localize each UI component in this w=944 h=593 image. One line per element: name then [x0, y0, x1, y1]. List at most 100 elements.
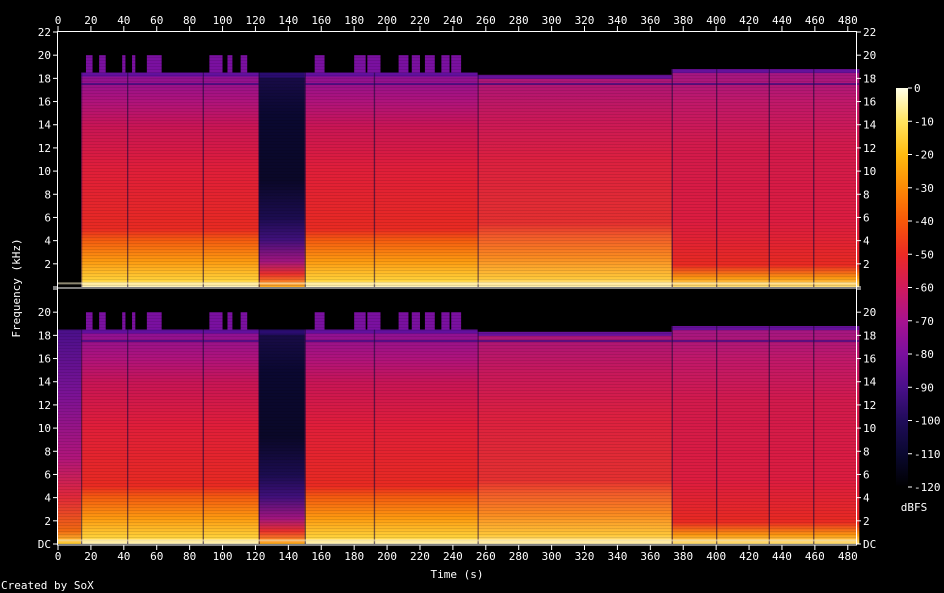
x-tick-label-top: 100 — [213, 14, 233, 27]
y-tick-label-right: 4 — [863, 235, 870, 248]
colorbar-gradient — [896, 88, 908, 487]
x-axis-label: Time (s) — [431, 568, 484, 581]
colorbar-tick-label: -30 — [914, 182, 934, 195]
x-tick-label-bottom: 0 — [55, 550, 62, 563]
y-tick-label-right: 20 — [863, 306, 876, 319]
colorbar: 0 -10 -20 -30 -40 -50 -60 -70 -80 -90 -100 -110 -120… — [896, 82, 941, 514]
x-tick-label-bottom: 200 — [377, 550, 397, 563]
x-tick-label-top: 40 — [117, 14, 130, 27]
y-tick-label-left: 6 — [44, 211, 51, 224]
y-tick-label-left: 4 — [44, 235, 51, 248]
y-tick-label-left: 4 — [44, 492, 51, 505]
x-tick-label-bottom: 60 — [150, 550, 163, 563]
y-tick-label-left: 22 — [38, 26, 51, 39]
x-tick-label-top: 320 — [575, 14, 595, 27]
x-tick-label-top: 240 — [443, 14, 463, 27]
x-tick-label-bottom: 300 — [542, 550, 562, 563]
x-tick-label-top: 120 — [246, 14, 266, 27]
y-tick-label-right: 14 — [863, 119, 877, 132]
y-tick-label-right: DC — [863, 538, 876, 551]
y-tick-label-left: 2 — [44, 258, 51, 271]
axes: 0 20 40 60 80 100 120 140 160 180 200 220 240 260 280 3… — [38, 14, 877, 563]
y-tick-label-right: 4 — [863, 492, 870, 505]
x-tick-label-bottom: 320 — [575, 550, 595, 563]
frame-border — [57, 31, 857, 546]
x-tick-label-top: 60 — [150, 14, 163, 27]
y-tick-label-left: 8 — [44, 445, 51, 458]
x-tick-label-bottom: 340 — [607, 550, 627, 563]
x-tick-label-top: 460 — [805, 14, 825, 27]
channel-1-panel — [58, 32, 860, 288]
y-tick-label-left: 14 — [38, 119, 52, 132]
y-tick-label-right: 16 — [863, 96, 876, 109]
x-tick-label-top: 160 — [311, 14, 331, 27]
y-tick-label-right: 2 — [863, 258, 870, 271]
colorbar-tick-label: -40 — [914, 215, 934, 228]
y-tick-label-right: 8 — [863, 445, 870, 458]
y-tick-label-left: 10 — [38, 165, 51, 178]
y-tick-label-right: 16 — [863, 353, 876, 366]
x-tick-label-bottom: 420 — [739, 550, 759, 563]
x-tick-label-top: 360 — [640, 14, 660, 27]
colorbar-tick-label: -80 — [914, 348, 934, 361]
x-tick-label-top: 0 — [55, 14, 62, 27]
x-tick-label-bottom: 380 — [673, 550, 693, 563]
y-tick-label-right: 18 — [863, 72, 876, 85]
x-tick-label-bottom: 180 — [344, 550, 364, 563]
y-tick-label-left: 10 — [38, 422, 51, 435]
x-tick-label-top: 440 — [772, 14, 792, 27]
texture-overlay — [58, 289, 856, 544]
x-tick-label-top: 400 — [706, 14, 726, 27]
plot-frame — [57, 31, 857, 546]
y-tick-label-left: 2 — [44, 515, 51, 528]
y-tick-label-right: 6 — [863, 211, 870, 224]
x-tick-label-bottom: 220 — [410, 550, 430, 563]
texture-overlay — [58, 32, 856, 287]
colorbar-tick-label: 0 — [914, 82, 921, 95]
y-tick-label-left: 16 — [38, 96, 51, 109]
x-tick-label-bottom: 120 — [246, 550, 266, 563]
x-tick-label-bottom: 400 — [706, 550, 726, 563]
x-tick-label-bottom: 20 — [84, 550, 97, 563]
x-tick-label-bottom: 40 — [117, 550, 130, 563]
x-tick-label-bottom: 240 — [443, 550, 463, 563]
x-tick-label-top: 340 — [607, 14, 627, 27]
x-tick-label-top: 280 — [509, 14, 529, 27]
colorbar-tick-label: -70 — [914, 315, 934, 328]
colorbar-tick-label: -20 — [914, 149, 934, 162]
y-tick-label-right: 10 — [863, 422, 876, 435]
x-tick-label-bottom: 280 — [509, 550, 529, 563]
channel-2-panel — [58, 289, 860, 544]
x-tick-label-top: 300 — [542, 14, 562, 27]
x-tick-label-top: 220 — [410, 14, 430, 27]
colorbar-tick-label: -100 — [914, 415, 941, 428]
y-tick-label-left: 6 — [44, 468, 51, 481]
x-tick-label-top: 380 — [673, 14, 693, 27]
x-tick-label-bottom: 360 — [640, 550, 660, 563]
x-tick-label-top: 20 — [84, 14, 97, 27]
x-tick-label-top: 140 — [278, 14, 298, 27]
x-tick-label-bottom: 480 — [838, 550, 858, 563]
y-tick-label-right: 8 — [863, 188, 870, 201]
y-tick-label-left: 18 — [38, 72, 51, 85]
y-tick-label-right: 18 — [863, 329, 876, 342]
y-tick-label-left: 20 — [38, 306, 51, 319]
y-tick-label-right: 6 — [863, 468, 870, 481]
footer-credit: Created by SoX — [1, 579, 94, 592]
y-tick-label-right: 12 — [863, 142, 876, 155]
x-tick-label-top: 180 — [344, 14, 364, 27]
colorbar-tick-label: -60 — [914, 282, 934, 295]
y-axis-label: Frequency (kHz) — [10, 238, 23, 337]
x-tick-label-top: 480 — [838, 14, 858, 27]
y-tick-label-right: 14 — [863, 376, 877, 389]
x-tick-label-bottom: 160 — [311, 550, 331, 563]
y-tick-label-left: 12 — [38, 142, 51, 155]
x-tick-label-bottom: 100 — [213, 550, 233, 563]
y-tick-label-left: 20 — [38, 49, 51, 62]
x-tick-label-bottom: 460 — [805, 550, 825, 563]
colorbar-tick-label: -120 — [914, 481, 941, 494]
colorbar-tick-label: -50 — [914, 248, 934, 261]
y-tick-label-left: 16 — [38, 353, 51, 366]
y-tick-label-left: 18 — [38, 329, 51, 342]
